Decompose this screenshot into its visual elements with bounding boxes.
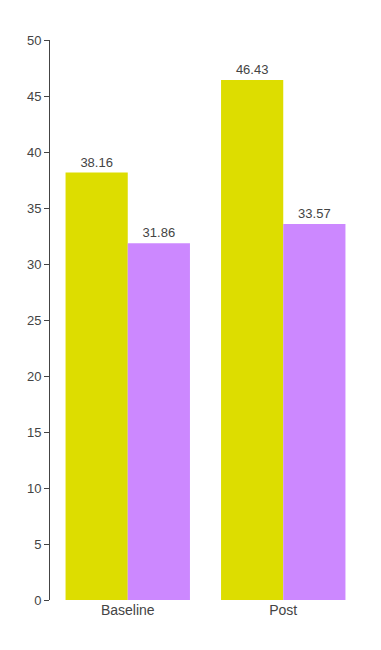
svg-text:15: 15 bbox=[27, 425, 41, 440]
svg-text:Baseline: Baseline bbox=[101, 602, 155, 618]
svg-text:46.43: 46.43 bbox=[236, 62, 269, 77]
svg-text:Post: Post bbox=[269, 602, 297, 618]
svg-text:33.57: 33.57 bbox=[298, 206, 331, 221]
svg-text:50: 50 bbox=[27, 33, 41, 48]
svg-text:20: 20 bbox=[27, 369, 41, 384]
svg-text:31.86: 31.86 bbox=[143, 225, 176, 240]
svg-text:45: 45 bbox=[27, 89, 41, 104]
svg-text:5: 5 bbox=[34, 537, 41, 552]
svg-text:0: 0 bbox=[34, 593, 41, 608]
svg-text:25: 25 bbox=[27, 313, 41, 328]
svg-text:10: 10 bbox=[27, 481, 41, 496]
svg-text:30: 30 bbox=[27, 257, 41, 272]
svg-text:40: 40 bbox=[27, 145, 41, 160]
svg-text:35: 35 bbox=[27, 201, 41, 216]
svg-text:38.16: 38.16 bbox=[80, 155, 113, 170]
